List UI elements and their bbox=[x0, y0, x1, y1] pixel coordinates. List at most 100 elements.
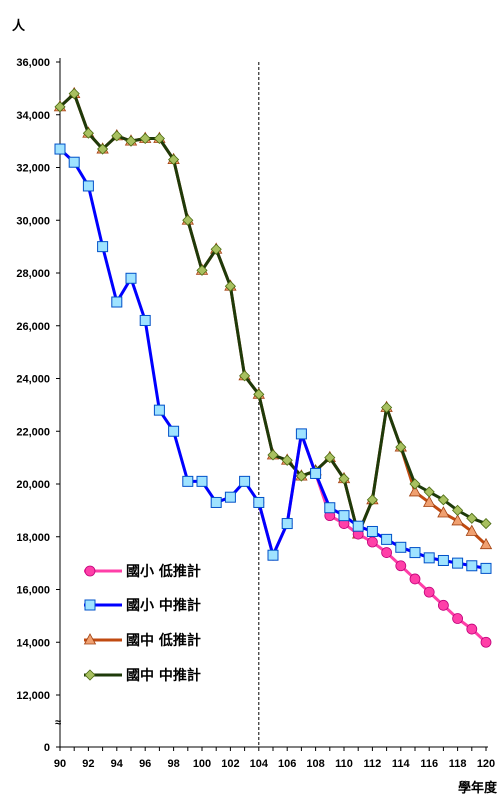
data-point bbox=[267, 549, 279, 561]
data-point bbox=[338, 473, 350, 485]
data-point bbox=[82, 127, 94, 139]
legend-marker bbox=[83, 633, 97, 645]
data-point bbox=[153, 404, 165, 416]
legend-label: 國小 中推計 bbox=[126, 597, 201, 614]
data-point bbox=[210, 243, 222, 255]
data-point bbox=[196, 264, 208, 276]
axis-break-icon: ≈ bbox=[55, 717, 61, 729]
x-axis-label: 學年度 bbox=[458, 780, 498, 796]
legend-marker bbox=[84, 599, 96, 611]
y-tick-label: 36,000 bbox=[16, 57, 50, 69]
data-point bbox=[54, 101, 66, 113]
y-tick-label: 18,000 bbox=[16, 532, 50, 544]
data-point bbox=[423, 552, 435, 564]
y-tick-label: 32,000 bbox=[16, 163, 50, 175]
series-1 bbox=[54, 143, 492, 574]
data-point bbox=[324, 502, 336, 514]
x-tick-label: 114 bbox=[392, 758, 411, 770]
data-point bbox=[395, 560, 407, 572]
data-point bbox=[381, 533, 393, 545]
x-tick-label: 120 bbox=[477, 758, 495, 770]
data-point bbox=[310, 467, 322, 479]
data-point bbox=[480, 517, 492, 530]
data-point bbox=[111, 296, 123, 308]
x-tick-label: 96 bbox=[139, 758, 151, 770]
data-point bbox=[437, 506, 450, 518]
y-tick-label: 26,000 bbox=[16, 321, 50, 333]
data-point bbox=[423, 586, 435, 598]
y-tick-label: 24,000 bbox=[16, 374, 50, 386]
data-point bbox=[366, 525, 378, 537]
data-point bbox=[54, 143, 66, 155]
x-tick-label: 106 bbox=[278, 758, 296, 770]
data-point bbox=[423, 495, 436, 507]
data-point bbox=[295, 470, 307, 482]
data-point bbox=[82, 180, 94, 192]
data-point bbox=[408, 485, 422, 497]
data-point bbox=[395, 441, 407, 453]
data-point bbox=[139, 132, 151, 145]
x-tick-label: 108 bbox=[306, 758, 324, 770]
legend-label: 國中 中推計 bbox=[126, 667, 201, 684]
data-point bbox=[224, 491, 236, 503]
data-point bbox=[182, 475, 194, 487]
data-point bbox=[366, 494, 378, 506]
y-tick-label: 14,000 bbox=[16, 637, 50, 649]
y-tick-label: 0 bbox=[44, 742, 50, 754]
y-tick-label: 30,000 bbox=[16, 215, 50, 227]
data-point bbox=[111, 130, 123, 142]
x-tick-label: 110 bbox=[335, 758, 353, 770]
x-tick-label: 90 bbox=[54, 758, 66, 770]
data-point bbox=[253, 388, 265, 400]
series-line bbox=[58, 147, 487, 570]
data-point bbox=[466, 623, 478, 635]
data-point bbox=[338, 510, 350, 522]
legend-label: 國小 低推計 bbox=[126, 563, 201, 580]
data-point bbox=[281, 454, 293, 466]
series-2 bbox=[53, 86, 493, 550]
data-point bbox=[97, 143, 109, 155]
data-point bbox=[168, 425, 180, 437]
data-point bbox=[480, 562, 492, 574]
data-point bbox=[480, 636, 492, 648]
data-point bbox=[381, 401, 393, 414]
data-point bbox=[395, 541, 407, 553]
y-tick-label: 12,000 bbox=[16, 690, 50, 702]
data-point bbox=[366, 536, 378, 548]
data-point bbox=[125, 272, 137, 284]
data-point bbox=[295, 428, 307, 440]
data-point bbox=[97, 241, 109, 253]
y-tick-label: 16,000 bbox=[16, 585, 50, 597]
y-tick-label: 22,000 bbox=[16, 426, 50, 438]
data-point bbox=[125, 135, 137, 147]
y-tick-label: 28,000 bbox=[16, 268, 50, 280]
data-point bbox=[153, 132, 165, 145]
legend-marker bbox=[84, 669, 96, 681]
data-point bbox=[68, 156, 80, 168]
data-point bbox=[409, 573, 421, 585]
data-point bbox=[465, 524, 478, 536]
data-point bbox=[409, 547, 421, 559]
data-point bbox=[239, 370, 251, 382]
series-line bbox=[58, 92, 488, 546]
data-point bbox=[409, 478, 421, 490]
data-point bbox=[281, 518, 293, 530]
x-tick-label: 118 bbox=[449, 758, 467, 770]
x-tick-label: 98 bbox=[167, 758, 179, 770]
data-point bbox=[437, 599, 449, 611]
data-point bbox=[182, 214, 194, 226]
legend-label: 國中 低推計 bbox=[126, 632, 201, 649]
data-point bbox=[196, 475, 208, 487]
data-point bbox=[437, 554, 449, 566]
x-tick-label: 102 bbox=[221, 758, 239, 770]
data-point bbox=[381, 547, 393, 558]
data-point bbox=[324, 452, 336, 464]
y-axis-label: 人 bbox=[12, 18, 26, 34]
data-point bbox=[451, 514, 464, 526]
series-3 bbox=[54, 88, 492, 540]
data-point bbox=[239, 475, 251, 487]
data-point bbox=[479, 537, 493, 550]
